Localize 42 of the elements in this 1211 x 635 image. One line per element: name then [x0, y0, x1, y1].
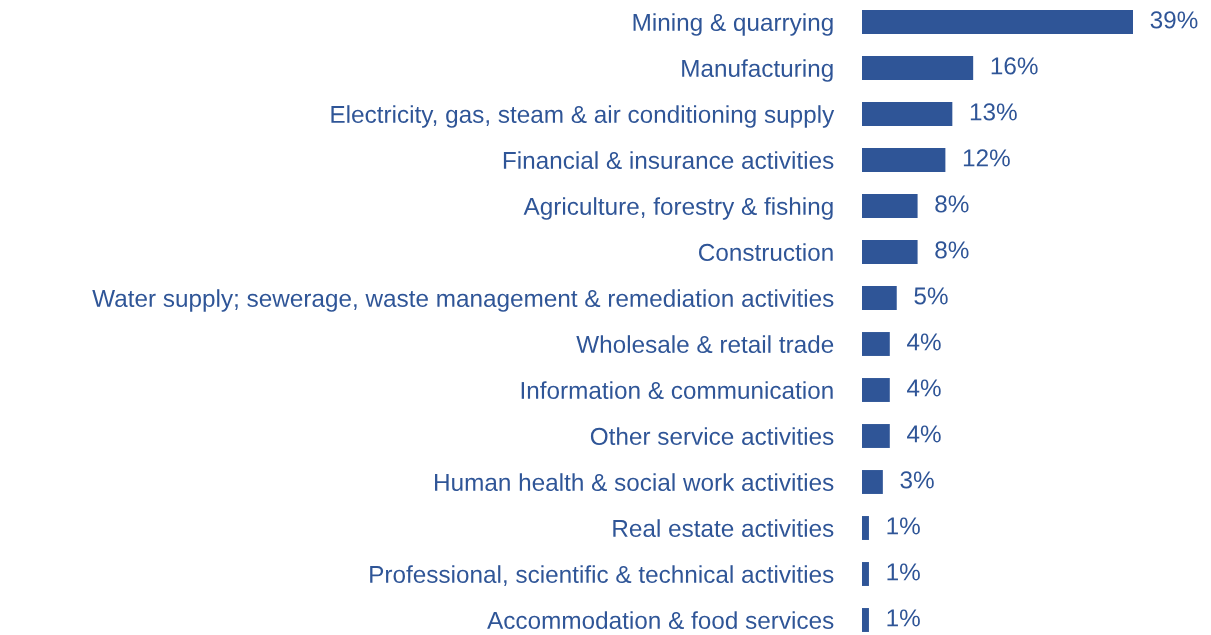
- bar: [862, 240, 918, 264]
- y-tick-label: Information & communication: [521, 381, 833, 400]
- bar: [862, 608, 869, 632]
- bar: [862, 332, 890, 356]
- bar: [862, 56, 974, 80]
- data-label: 12%: [963, 149, 1010, 167]
- y-tick-label: Accommodation & food services: [487, 611, 834, 630]
- data-label: 3%: [900, 471, 934, 489]
- bar: [862, 102, 953, 126]
- y-tick-label: Manufacturing: [682, 59, 833, 82]
- bar: [862, 148, 946, 172]
- data-label: 8%: [935, 241, 969, 259]
- y-tick-label: Agriculture, forestry & fishing: [523, 197, 833, 220]
- data-label: 8%: [935, 195, 969, 213]
- y-tick-label: Wholesale & retail trade: [576, 335, 834, 354]
- data-label: 39%: [1150, 11, 1198, 29]
- data-label: 5%: [914, 287, 948, 305]
- bar: [862, 516, 869, 540]
- y-tick-label: Professional, scientific & technical activities: [370, 565, 834, 586]
- bar: [862, 286, 897, 310]
- y-tick-label: Mining & quarrying: [633, 13, 833, 36]
- data-label: 4%: [907, 425, 941, 443]
- y-tick-label: Human health & social work activities: [435, 473, 834, 492]
- y-tick-label: Electricity, gas, steam & air conditioning supply: [331, 105, 835, 128]
- bar: [862, 194, 918, 218]
- y-tick-label: Real estate activities: [613, 519, 834, 538]
- data-label: 1%: [887, 517, 920, 535]
- bar: [862, 562, 869, 586]
- data-label: 16%: [991, 57, 1038, 75]
- bar: [862, 470, 883, 494]
- data-label: 4%: [907, 379, 941, 397]
- data-label: 1%: [887, 563, 920, 581]
- bar: [862, 424, 890, 448]
- data-label: 4%: [907, 333, 941, 351]
- bar: [862, 378, 890, 402]
- data-label: 1%: [887, 609, 920, 627]
- y-tick-label: Other service activities: [590, 427, 834, 446]
- data-label: 13%: [970, 103, 1017, 121]
- y-tick-label: Water supply; sewerage, waste management & remediation activities: [92, 289, 834, 312]
- y-tick-label: Construction: [699, 243, 833, 262]
- bar: [862, 10, 1133, 34]
- y-tick-label: Financial & insurance activities: [503, 151, 834, 170]
